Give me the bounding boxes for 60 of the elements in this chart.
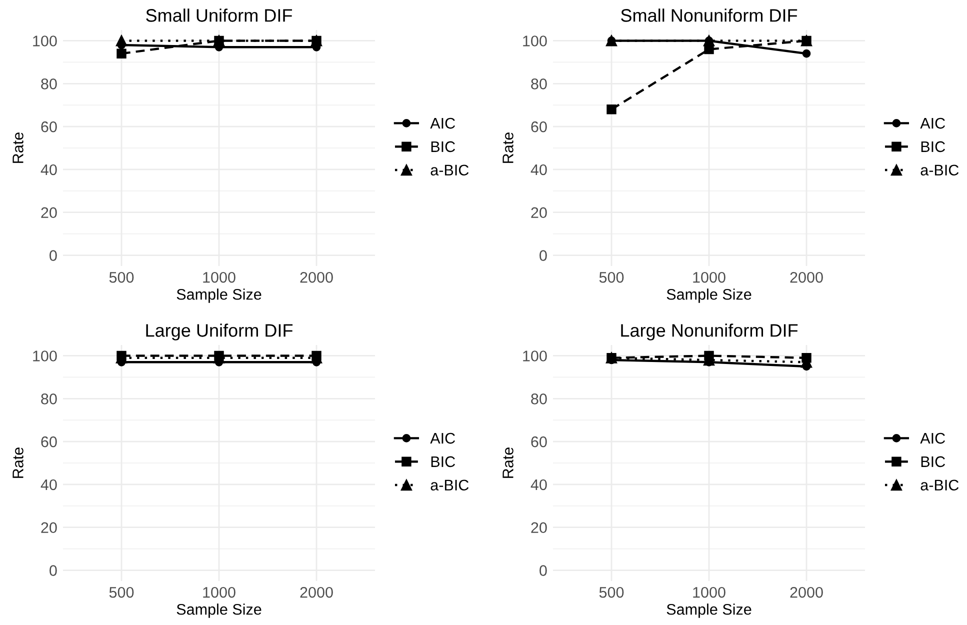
y-tick-label: 20 xyxy=(531,207,547,218)
legend-label: BIC xyxy=(921,456,946,468)
x-tick-label: 1000 xyxy=(693,272,726,283)
chart-title: Small Uniform DIF xyxy=(146,8,292,22)
y-axis-title: Rate xyxy=(502,132,514,163)
y-tick-label: 80 xyxy=(41,78,57,90)
chart-title: Large Nonuniform DIF xyxy=(621,324,798,340)
x-tick-label: 2000 xyxy=(790,586,823,598)
y-tick-label: 40 xyxy=(40,479,57,490)
y-tick-label: 0 xyxy=(540,565,547,576)
chart-title: Small Nonuniform DIF xyxy=(621,8,798,22)
legend-label: a-BIC xyxy=(920,480,959,491)
x-tick-label: 2000 xyxy=(300,272,333,283)
y-tick-label: 80 xyxy=(531,78,547,90)
x-axis-title: Sample Size xyxy=(666,604,752,618)
x-tick-label: 500 xyxy=(599,272,624,283)
y-axis-title: Rate xyxy=(502,448,514,478)
y-tick-label: 0 xyxy=(50,565,57,576)
chart-title: Large Uniform DIF xyxy=(146,324,293,340)
legend-label: AIC xyxy=(430,432,456,444)
y-tick-label: 60 xyxy=(41,121,57,132)
x-axis-title: Sample Size xyxy=(176,604,262,618)
legend-label: AIC xyxy=(430,118,456,129)
x-tick-label: 500 xyxy=(109,272,134,283)
y-tick-label: 60 xyxy=(531,436,547,448)
x-tick-label: 2000 xyxy=(790,272,823,283)
x-tick-label: 1000 xyxy=(203,272,236,283)
y-tick-label: 40 xyxy=(530,479,547,490)
legend-label: BIC xyxy=(431,141,456,152)
y-axis-title: Rate xyxy=(12,132,24,163)
legend-label: BIC xyxy=(921,141,946,152)
legend-label: a-BIC xyxy=(920,164,959,176)
y-tick-label: 20 xyxy=(41,522,57,534)
y-tick-label: 60 xyxy=(531,121,547,132)
legend-label: a-BIC xyxy=(430,164,469,176)
y-tick-label: 20 xyxy=(41,207,57,218)
y-tick-label: 0 xyxy=(50,250,57,261)
y-tick-label: 40 xyxy=(40,164,57,176)
legend-label: BIC xyxy=(431,456,456,468)
y-tick-label: 100 xyxy=(33,36,57,46)
legend-label: a-BIC xyxy=(430,480,469,491)
legend-label: AIC xyxy=(920,432,946,444)
y-tick-label: 100 xyxy=(33,350,57,362)
y-tick-label: 0 xyxy=(540,250,547,261)
y-tick-label: 60 xyxy=(41,436,57,448)
x-tick-label: 500 xyxy=(599,586,624,598)
y-tick-label: 80 xyxy=(41,394,57,404)
x-tick-label: 2000 xyxy=(300,586,333,598)
y-tick-label: 40 xyxy=(530,164,547,176)
x-tick-label: 1000 xyxy=(203,586,236,598)
y-tick-label: 20 xyxy=(531,522,547,534)
x-axis-title: Sample Size xyxy=(666,288,752,303)
legend-label: AIC xyxy=(920,118,946,129)
y-axis-title: Rate xyxy=(12,448,24,478)
y-tick-label: 100 xyxy=(523,36,547,46)
y-tick-label: 80 xyxy=(531,394,547,404)
x-tick-label: 1000 xyxy=(693,586,726,598)
x-tick-label: 500 xyxy=(109,586,134,598)
x-axis-title: Sample Size xyxy=(176,288,262,303)
y-tick-label: 100 xyxy=(523,350,547,362)
